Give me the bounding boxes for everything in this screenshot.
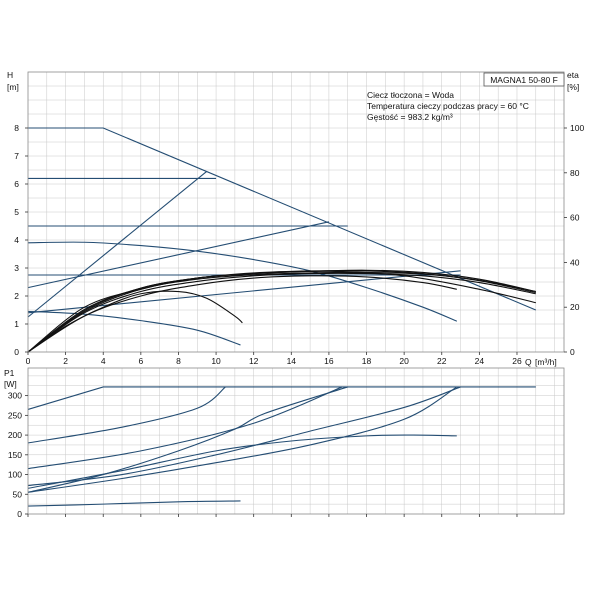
efficiency-curve: [27, 290, 243, 353]
head-curve: [27, 241, 458, 322]
x-tick-label: 2: [63, 356, 68, 366]
info-line-density: Gęstość = 983.2 kg/m³: [367, 112, 453, 122]
x-tick-label: 20: [399, 356, 409, 366]
y-tick-label: 4: [14, 235, 19, 245]
efficiency-curve: [27, 272, 536, 353]
power-plot-frame: [27, 367, 565, 515]
power-y-tick-label: 300: [8, 391, 22, 401]
y-tick-label: 0: [14, 347, 19, 357]
power-y-tick-label: 150: [8, 450, 22, 460]
y-tick-label: 5: [14, 207, 19, 217]
power-plot-curves: [27, 386, 536, 507]
y2-axis-unit-eta: [%]: [567, 82, 579, 92]
head-curve: [27, 310, 241, 346]
x-tick-label: 6: [138, 356, 143, 366]
info-line-fluid: Ciecz tłoczona = Woda: [367, 90, 454, 100]
x-axis-unit-q: [m³/h]: [535, 357, 557, 367]
x-tick-label: 14: [287, 356, 297, 366]
y-axis-label-power: P1: [4, 368, 15, 378]
x-tick-label: 26: [512, 356, 522, 366]
power-y-tick-label: 50: [13, 489, 23, 499]
y2-tick-label: 100: [570, 123, 584, 133]
power-plot-grid: [28, 368, 564, 514]
power-plot-axes: 0 50 100 150 200 250 300: [8, 367, 565, 519]
efficiency-curve: [27, 270, 536, 353]
title-box-frame: [483, 72, 565, 87]
efficiency-curve: [27, 271, 536, 353]
power-curve: [27, 434, 457, 489]
power-curve: [27, 500, 241, 507]
y-axis-label-head: H: [7, 70, 13, 80]
efficiency-curve: [27, 275, 457, 353]
y2-tick-label: 80: [570, 168, 580, 178]
y-tick-label: 1: [14, 319, 19, 329]
efficiency-curve: [27, 269, 536, 353]
power-y-tick-label: 0: [17, 509, 22, 519]
chart-title: MAGNA1 50-80 F: [490, 75, 558, 85]
head-curve: [28, 127, 537, 311]
title-box: MAGNA1 50-80 F: [483, 72, 565, 87]
x-tick-label: 22: [437, 356, 447, 366]
x-axis-label-q: Q: [525, 357, 532, 367]
y-tick-label: 6: [14, 179, 19, 189]
power-curve: [27, 386, 343, 470]
power-curve: [27, 386, 458, 493]
info-block: Ciecz tłoczona = Woda Temperatura cieczy…: [367, 90, 529, 122]
head-plot-grid: [28, 72, 564, 352]
x-tick-label: 0: [26, 356, 31, 366]
y2-tick-label: 40: [570, 257, 580, 267]
x-tick-label: 12: [249, 356, 259, 366]
y-axis-unit-power: [W]: [4, 379, 17, 389]
y-tick-label: 7: [14, 151, 19, 161]
y-tick-label: 2: [14, 291, 19, 301]
power-curve: [27, 386, 226, 444]
head-plot-curves: [27, 127, 537, 353]
power-y-tick-label: 100: [8, 470, 22, 480]
x-tick-label: 10: [211, 356, 221, 366]
power-curve: [27, 386, 461, 487]
x-tick-label: 16: [324, 356, 334, 366]
power-curve: [27, 386, 348, 493]
power-y-tick-label: 250: [8, 410, 22, 420]
head-plot-axes: 0 2 4 6 8 10 12 14 16 18 20 22 24 2601234567802040608…: [14, 71, 584, 366]
info-line-temperature: Temperatura cieczy podczas pracy = 60 °C: [367, 101, 529, 111]
power-curve: [27, 386, 536, 410]
power-y-tick-label: 200: [8, 430, 22, 440]
y2-axis-label-eta: eta: [567, 70, 579, 80]
y2-tick-label: 20: [570, 302, 580, 312]
y-axis-unit-head: [m]: [7, 82, 19, 92]
y2-tick-label: 0: [570, 347, 575, 357]
x-tick-label: 4: [101, 356, 106, 366]
y2-tick-label: 60: [570, 213, 580, 223]
y-tick-label: 8: [14, 123, 19, 133]
head-curve: [27, 221, 330, 289]
efficiency-curve: [27, 270, 536, 353]
x-tick-label: 8: [176, 356, 181, 366]
y-tick-label: 3: [14, 263, 19, 273]
x-tick-label: 24: [475, 356, 485, 366]
x-tick-label: 18: [362, 356, 372, 366]
